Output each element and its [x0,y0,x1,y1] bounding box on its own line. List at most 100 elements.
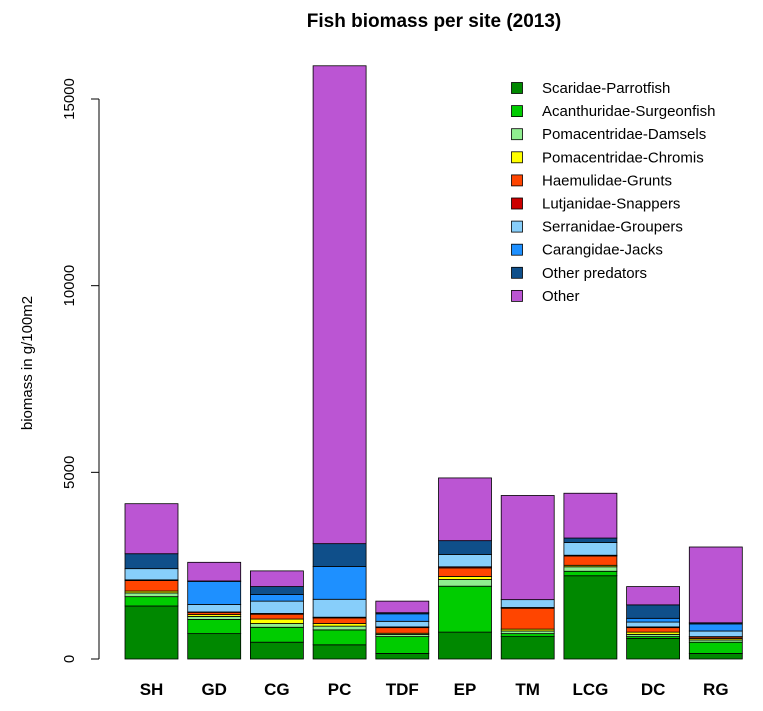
bar-segment [438,576,492,580]
bar-segment [375,613,430,622]
bar-stack [124,503,179,660]
legend-label: Other [542,288,580,305]
bar-stack [249,570,304,660]
legend-label: Lutjanidae-Snappers [542,196,680,213]
bar-segment [249,613,304,620]
bar-segment [249,600,304,614]
legend: Scaridae-Parrotfish Acanthuridae-Surgeonf… [511,80,715,305]
x-tick-label: LCG [572,680,608,699]
bar-segment [438,567,492,577]
bar-segment [312,65,367,545]
bar-segment [249,623,304,628]
legend-swatch [511,128,523,141]
bar-segment [249,641,304,660]
bar-segment [312,598,367,618]
bar-segment [688,641,743,654]
bar-segment [438,585,492,633]
bar-segment [124,580,179,592]
y-axis: 0 5000 10000 15000 [61,78,100,663]
legend-label: Serranidae-Groupers [542,219,683,236]
legend-item: Carangidae-Jacks [511,242,663,259]
bar-segment [249,626,304,643]
legend-label: Other predators [542,265,647,282]
x-tick-label: EP [454,680,477,699]
bar-segment [626,604,680,619]
bar-segment [500,599,555,608]
bar-segment [375,620,430,628]
bar-segment [312,644,367,660]
bar-segment [312,629,367,646]
bar-stack [626,586,680,660]
bar-segment [312,566,367,600]
bar-segment [124,568,179,581]
bar-segment [688,630,743,638]
legend-swatch [511,220,523,233]
legend-label: Scaridae-Parrotfish [542,80,670,97]
legend-item: Serranidae-Groupers [511,219,683,236]
bars [124,65,743,660]
bar-segment [375,600,430,614]
bar-stack [187,561,242,660]
legend-item: Pomacentridae-Damsels [511,126,706,143]
bar-segment [375,636,430,654]
bar-segment [249,594,304,602]
legend-swatch [511,174,523,187]
bar-segment [375,627,430,634]
bar-segment [500,495,555,601]
legend-swatch [511,151,523,164]
bar-segment [563,542,618,556]
bar-segment [563,555,618,566]
bar-segment [688,546,743,624]
bar-segment [438,540,492,555]
bar-stack [375,600,430,660]
bar-segment [563,570,618,577]
bar-segment [124,592,179,598]
bar-segment [626,621,680,628]
legend-item: Haemulidae-Grunts [511,172,672,189]
x-tick-label: CG [264,680,290,699]
y-tick-label: 10000 [61,265,78,307]
bar-segment [187,633,242,660]
bar-segment [626,627,680,633]
x-tick-label: SH [140,680,164,699]
bar-segment [187,619,242,635]
bar-stack [688,546,743,660]
x-tick-label: PC [328,680,352,699]
bar-segment [187,580,242,605]
legend-swatch [511,105,523,117]
legend-swatch [511,289,523,302]
bar-segment [438,631,492,660]
bar-segment [249,618,304,624]
bar-segment [124,596,179,607]
bar-segment [124,605,179,660]
legend-label: Haemulidae-Grunts [542,172,672,189]
legend-swatch [511,243,523,256]
y-axis-label: biomass in g/100m2 [19,296,36,430]
bar-segment [438,554,492,568]
legend-item: Acanthuridae-Surgeonfish [511,103,715,120]
legend-item: Scaridae-Parrotfish [511,80,670,97]
bar-segment [312,617,367,624]
bar-segment [249,570,304,587]
legend-swatch [511,266,523,279]
bar-segment [187,604,242,613]
y-tick-label: 5000 [61,456,78,489]
bar-segment [375,653,430,660]
bar-segment [563,566,618,572]
bar-segment [312,625,367,631]
legend-label: Carangidae-Jacks [542,242,663,259]
bar-segment [563,575,618,660]
bar-stack [563,492,618,660]
legend-label: Acanthuridae-Surgeonfish [542,103,715,120]
bar-stack [500,495,555,660]
bar-segment [438,477,492,542]
bar-segment [688,623,743,632]
legend-swatch [511,197,523,210]
legend-swatch [511,82,523,94]
legend-item: Pomacentridae-Chromis [511,149,704,166]
legend-item: Other predators [511,265,647,282]
bar-segment [563,492,618,539]
bar-segment [500,633,555,638]
x-tick-label: DC [641,680,666,699]
